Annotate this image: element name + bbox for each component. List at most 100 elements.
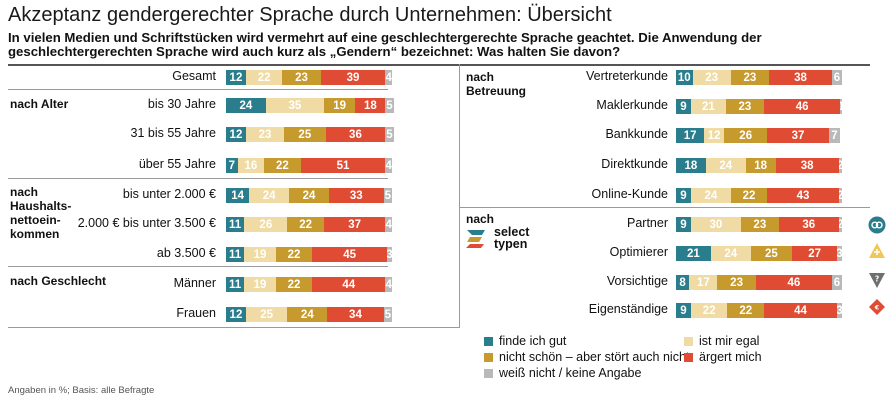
legend-item: ist mir egal [684,334,759,348]
bar-segment-4: 33 [328,188,384,203]
brand-line-2: typen [494,237,528,251]
panel-top-rule [8,64,870,66]
bar-segment-3: 23 [730,70,769,85]
legend-swatch [484,336,493,346]
bar-segment-2: 24 [690,188,731,203]
legend-item: weiß nicht / keine Angabe [484,366,641,380]
category-label: ab 3.500 € [156,246,216,260]
legend-label: ist mir egal [699,334,760,348]
bar-segment-5: 2 [838,158,842,173]
bar-segment-3: 25 [750,246,793,261]
bar-segment-3: 22 [264,158,301,173]
stacked-bar: 24 35 19 18 5 [226,98,394,113]
vorsichtige-type-icon: ? [869,273,885,288]
bar-segment-1: 11 [226,247,245,262]
bar-segment-3: 22 [287,217,324,232]
legend-item: ärgert mich [684,350,762,364]
stacked-bar: 18 24 18 38 2 [676,158,842,173]
stacked-bar: 92123461 [676,99,842,114]
stacked-bar: 9 22 22 44 3 [676,303,842,318]
legend-label: nicht schön – aber stört auch nicht [499,350,690,364]
select-typen-logo: select typen [464,226,529,250]
category-label: Gesamt [172,69,216,83]
bar-segment-1: 8 [676,275,690,290]
bar-segment-2: 12 [704,128,725,143]
bar-segment-4: 36 [325,127,386,142]
legend-swatch [484,352,493,362]
category-label: bis unter 2.000 € [122,187,216,201]
chart-subtitle: In vielen Medien und Schriftstücken wird… [8,30,762,59]
category-label: Eigenständige [588,302,668,316]
group-divider [460,207,870,208]
eigenstaendige-type-icon: € [869,299,885,315]
partner-type-icon [868,216,886,234]
bar-segment-2: 24 [705,158,746,173]
stacked-bar: 9 24 22 43 2 [676,188,842,203]
bar-segment-4: 46 [755,275,833,290]
panel-bottom-rule [8,327,459,328]
bar-segment-1: 9 [676,217,691,232]
bar-segment-5: 6 [832,275,842,290]
page-title: Akzeptanz gendergerechter Sprache durch … [8,4,612,26]
group-label: nach Alter [10,97,69,111]
legend-swatch [484,368,493,378]
bar-segment-4: 18 [355,98,386,113]
category-label: Online-Kunde [591,187,668,201]
category-label: über 55 Jahre [138,157,216,171]
bar-segment-1: 9 [676,303,691,318]
bar-segment-4: 43 [767,188,839,203]
bar-segment-2: 35 [265,98,324,113]
bar-segment-1: 9 [676,99,691,114]
stacked-bar: 7 16 22 51 4 [226,158,392,173]
bar-segment-4: 38 [768,70,833,85]
bar-segment-1: 11 [226,277,245,292]
group-divider [8,266,388,267]
bar-segment-2: 30 [690,217,741,232]
bar-segment-3: 23 [725,99,764,114]
bar-segment-5: 3 [837,303,842,318]
stacked-bar: 8 17 23 46 6 [676,275,842,290]
bar-segment-4: 51 [300,158,386,173]
bar-segment-3: 23 [717,275,756,290]
bar-segment-3: 22 [275,277,313,292]
legend-swatch [684,352,693,362]
bar-segment-1: 12 [226,307,246,322]
bar-segment-1: 21 [676,246,711,261]
category-label: 2.000 € bis unter 3.500 € [77,216,216,230]
bar-segment-4: 46 [763,99,841,114]
bar-segment-5: 3 [837,246,842,261]
bar-segment-5: 4 [385,70,392,85]
category-label: Direktkunde [601,157,668,171]
bar-segment-2: 25 [245,307,288,322]
category-label: Vorsichtige [606,274,668,288]
bar-segment-1: 9 [676,188,691,203]
stacked-bar: 12 22 23 39 4 [226,70,392,85]
bar-segment-2: 23 [245,127,285,142]
bar-segment-4: 27 [792,246,837,261]
legend-label: finde ich gut [499,334,567,348]
bar-segment-3: 22 [727,303,764,318]
bar-segment-2: 19 [244,277,276,292]
stacked-bar: 14 24 24 33 5 [226,188,392,203]
select-typen-logo-mark [466,230,485,248]
bar-segment-2: 21 [690,99,726,114]
bar-segment-2: 16 [237,158,265,173]
stacked-bar: 10 23 23 38 6 [676,70,842,85]
bar-segment-5: 5 [385,127,394,142]
bar-segment-3: 22 [730,188,768,203]
legend-label: ärgert mich [699,350,762,364]
brand-line-1: select [494,225,530,239]
bar-segment-5: 6 [832,70,842,85]
stacked-bar: 21 24 25 27 3 [676,246,842,261]
legend-swatch [684,336,693,346]
bar-segment-3: 24 [289,188,329,203]
category-label: bis 30 Jahre [147,97,216,111]
bar-segment-5: 4 [385,277,392,292]
bar-segment-3: 24 [287,307,328,322]
bar-segment-2: 26 [244,217,288,232]
bar-segment-3: 23 [282,70,321,85]
bar-segment-5: 4 [385,158,392,173]
bar-segment-1: 24 [226,98,266,113]
group-divider [8,89,388,90]
panel-separator [459,64,460,328]
